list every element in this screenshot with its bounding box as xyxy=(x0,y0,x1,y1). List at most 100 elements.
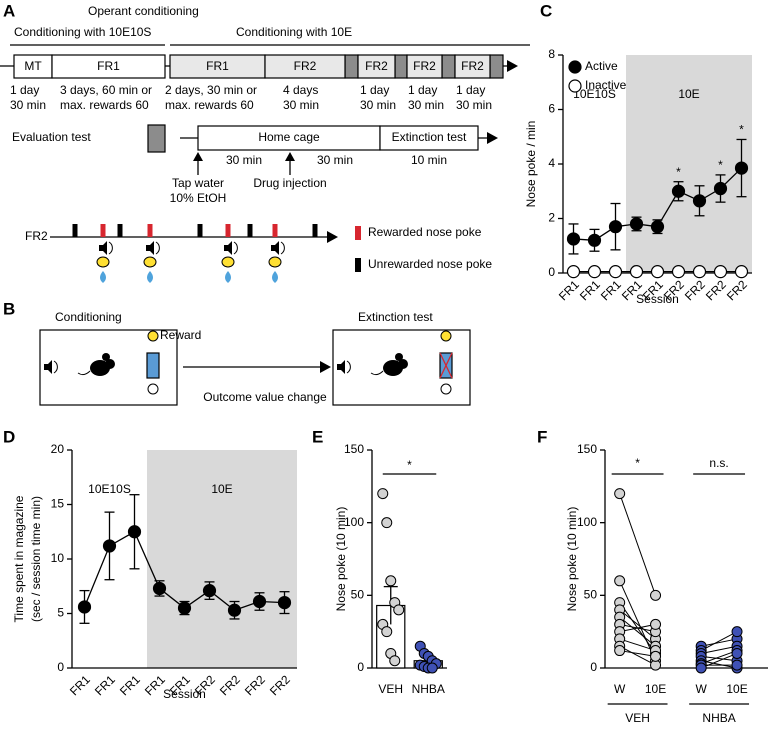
x-tick-label: FR2 xyxy=(242,672,268,698)
pair-line xyxy=(619,493,657,596)
speaker-icon xyxy=(271,241,279,255)
speaker-icon xyxy=(44,360,52,374)
data-point xyxy=(614,488,626,500)
speaker-wave xyxy=(346,360,351,374)
significance-label: * xyxy=(718,158,723,172)
pair-line xyxy=(619,638,656,652)
rewarded-tick xyxy=(147,224,153,237)
duration-label: 30 min xyxy=(10,98,46,112)
data-point xyxy=(127,525,142,539)
significance-label: n.s. xyxy=(709,456,728,470)
legend-marker xyxy=(568,79,582,93)
section-title: Operant conditioning xyxy=(88,4,199,18)
shaded-region xyxy=(147,450,297,668)
x-tick-label: FR1 xyxy=(598,277,624,303)
duration-label: max. rewards 60 xyxy=(60,98,149,112)
y-tick-label: 0 xyxy=(357,660,364,674)
data-point xyxy=(252,594,267,609)
x-tick-label: W xyxy=(696,682,708,696)
x-axis-label: Session xyxy=(163,687,206,701)
y-tick-label: 5 xyxy=(57,606,64,620)
data-point xyxy=(608,220,623,234)
stage-label: FR2 xyxy=(461,59,484,73)
evaluation-label: Evaluation test xyxy=(12,130,91,144)
box-label: Home cage xyxy=(258,130,320,144)
y-tick-label: 100 xyxy=(344,515,364,529)
mouse-ear xyxy=(102,353,110,361)
stage-label: FR1 xyxy=(97,59,120,73)
significance-label: * xyxy=(407,458,412,472)
duration-label: 1 day xyxy=(456,83,485,97)
speaker-wave xyxy=(53,360,58,374)
mouse-head xyxy=(398,359,408,369)
y-tick-label: 10 xyxy=(51,551,65,565)
duration-label: 2 days, 30 min or xyxy=(165,83,257,97)
group-label: VEH xyxy=(625,711,650,725)
x-tick-label: VEH xyxy=(378,682,403,696)
pair-line xyxy=(700,650,738,665)
unrewarded-tick xyxy=(72,224,78,237)
stage-label: FR2 xyxy=(294,59,317,73)
speaker-wave xyxy=(108,241,113,255)
stage-label: FR1 xyxy=(206,59,229,73)
y-tick-label: 0 xyxy=(57,660,64,674)
speaker-icon xyxy=(337,360,345,374)
duration-label: 1 day xyxy=(360,83,389,97)
data-point xyxy=(389,655,401,667)
y-axis-label: Nose poke (10 min) xyxy=(334,507,348,612)
data-point xyxy=(587,233,602,247)
data-point xyxy=(650,618,662,630)
arrow-head xyxy=(487,132,498,144)
speaker-wave xyxy=(280,241,285,255)
panel-letter: D xyxy=(3,427,15,446)
data-point xyxy=(566,265,581,279)
duration-label: 1 day xyxy=(408,83,437,97)
region-label: 10E xyxy=(678,87,699,101)
x-tick-label: FR2 xyxy=(682,277,708,303)
data-point xyxy=(731,626,743,638)
pair-line xyxy=(701,655,738,662)
break-box xyxy=(394,54,408,79)
rewarded-tick xyxy=(272,224,278,237)
reward-icon xyxy=(221,256,235,268)
mouse-ear xyxy=(395,353,403,361)
legend-label: Rewarded nose poke xyxy=(368,225,482,239)
pair-line xyxy=(619,580,656,661)
reward-port xyxy=(440,330,452,342)
panel-letter: E xyxy=(312,427,323,446)
data-point xyxy=(381,626,393,638)
pair-line xyxy=(700,631,738,652)
rewarded-tick xyxy=(225,224,231,237)
data-point xyxy=(614,575,626,587)
region-label: 10E10S xyxy=(573,87,616,101)
y-axis-label: Nose poke / min xyxy=(524,121,538,208)
x-tick-label: FR1 xyxy=(556,277,582,303)
pair-line xyxy=(619,616,656,647)
home-cage-box xyxy=(197,125,381,151)
unrewarded-tick xyxy=(312,224,318,237)
data-point xyxy=(426,662,438,674)
pair-line xyxy=(619,609,656,640)
break-box xyxy=(344,54,359,79)
data-point xyxy=(650,589,662,601)
interval-label: 30 min xyxy=(226,153,262,167)
x-tick-label: FR2 xyxy=(724,277,750,303)
water-drop xyxy=(225,271,231,283)
significance-label: * xyxy=(676,165,681,179)
pair-line xyxy=(619,650,656,657)
duration-label: 30 min xyxy=(360,98,396,112)
event-label: 10% EtOH xyxy=(170,191,227,205)
data-point xyxy=(102,539,117,553)
data-point xyxy=(692,265,707,279)
break-box xyxy=(489,54,504,79)
schedule-label: FR2 xyxy=(25,229,48,243)
y-tick-label: 4 xyxy=(548,156,555,170)
legend-unrewarded xyxy=(355,258,361,272)
box-title: Extinction test xyxy=(358,310,433,324)
unrewarded-tick xyxy=(117,224,123,237)
data-point xyxy=(731,659,743,671)
y-tick-label: 8 xyxy=(548,47,555,61)
speaker-wave xyxy=(155,241,160,255)
reward-label: Reward xyxy=(160,328,201,342)
data-point xyxy=(377,488,389,500)
